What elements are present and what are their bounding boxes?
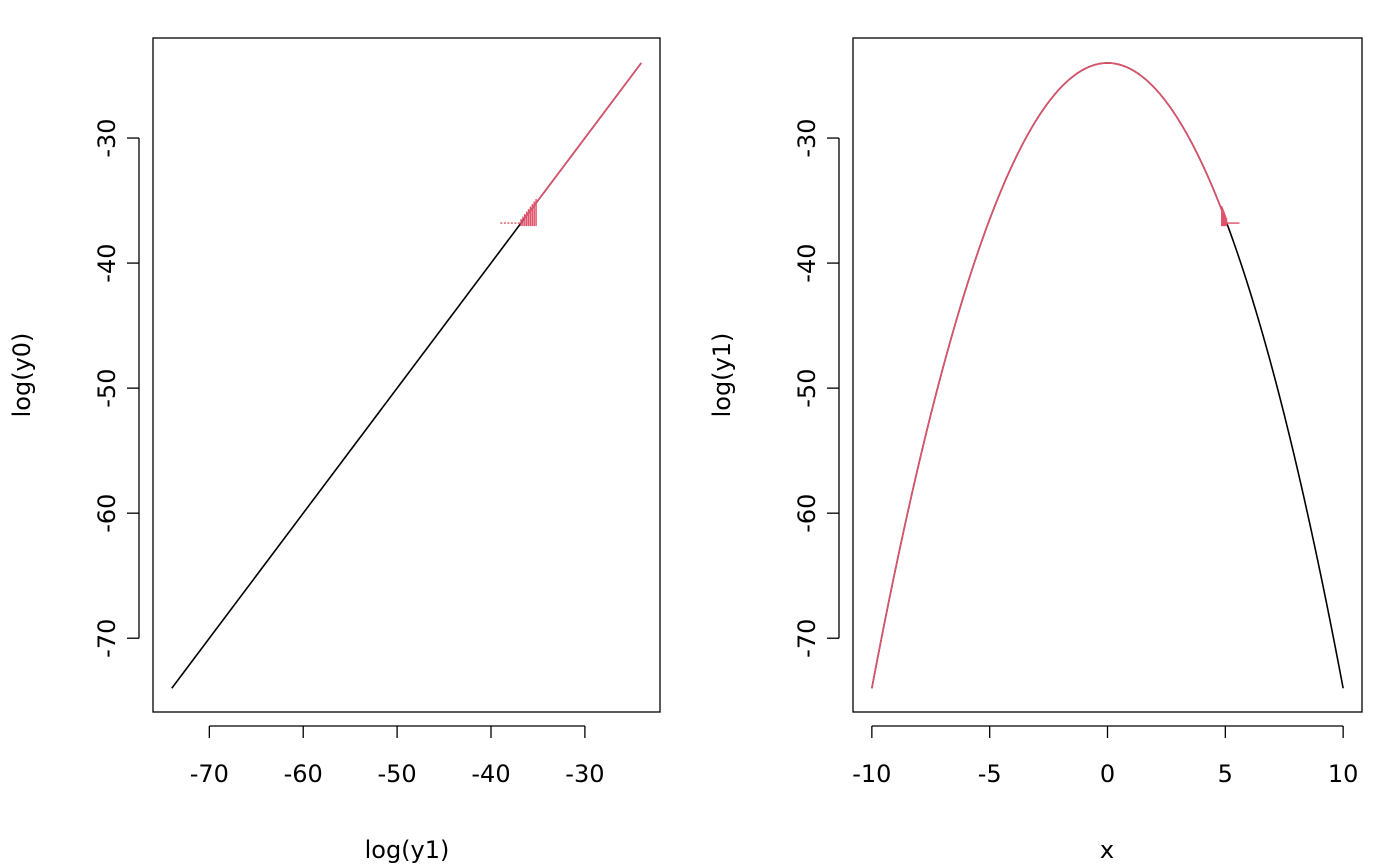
- x-axis-title-left: log(y1): [365, 836, 450, 864]
- y-axis-right: -70 -60 -50 -40 -30: [793, 118, 840, 658]
- y-axis-title-right: log(y1): [708, 333, 736, 418]
- y-tick-label-left: -50: [93, 369, 121, 408]
- y-axis-title-left: log(y0): [8, 333, 36, 418]
- series-group-right: [871, 62, 1344, 689]
- series-group-left: [171, 62, 642, 689]
- red-series-line-right: [871, 62, 1227, 689]
- y-tick-label-left: -60: [93, 494, 121, 533]
- y-tick-label-right: -40: [793, 243, 821, 282]
- x-tick-label-right: 5: [1218, 760, 1233, 788]
- x-tick-label-right: 0: [1100, 760, 1115, 788]
- y-tick-label-right: -70: [793, 619, 821, 658]
- black-series-line-right: [871, 62, 1344, 689]
- y-tick-label-left: -30: [93, 118, 121, 157]
- x-tick-label-right: -5: [978, 760, 1002, 788]
- x-axis-title-right: x: [1100, 836, 1114, 864]
- panel-right: -10 -5 0 5 10 -70-60-50-40-30 x log(y1): [708, 37, 1363, 864]
- y-tick-label-right: -50: [793, 369, 821, 408]
- x-tick-label-right: 10: [1328, 760, 1359, 788]
- x-tick-label-left: -50: [378, 760, 417, 788]
- x-tick-label-left: -30: [565, 760, 604, 788]
- x-axis-left: -70 -60 -50 -40 -30: [190, 725, 604, 788]
- x-axis-right: -10 -5 0 5 10: [852, 725, 1359, 788]
- plot-box-right: [852, 37, 1363, 713]
- y-tick-label-right: -30: [793, 118, 821, 157]
- panel-left: -70 -60 -50 -40 -30 -70-60-50-40-30 log(y1) …: [8, 37, 661, 864]
- x-tick-label-left: -40: [471, 760, 510, 788]
- red-series-line-left: [523, 62, 642, 220]
- y-tick-label-right: -60: [793, 494, 821, 533]
- x-tick-label-left: -60: [284, 760, 323, 788]
- plot-box-left: [152, 37, 661, 713]
- x-tick-label-right: -10: [852, 760, 891, 788]
- y-tick-label-left: -40: [93, 243, 121, 282]
- x-tick-label-left: -70: [190, 760, 229, 788]
- y-tick-label-left: -70: [93, 619, 121, 658]
- y-axis-left: -70 -60 -50 -40 -30: [93, 118, 140, 658]
